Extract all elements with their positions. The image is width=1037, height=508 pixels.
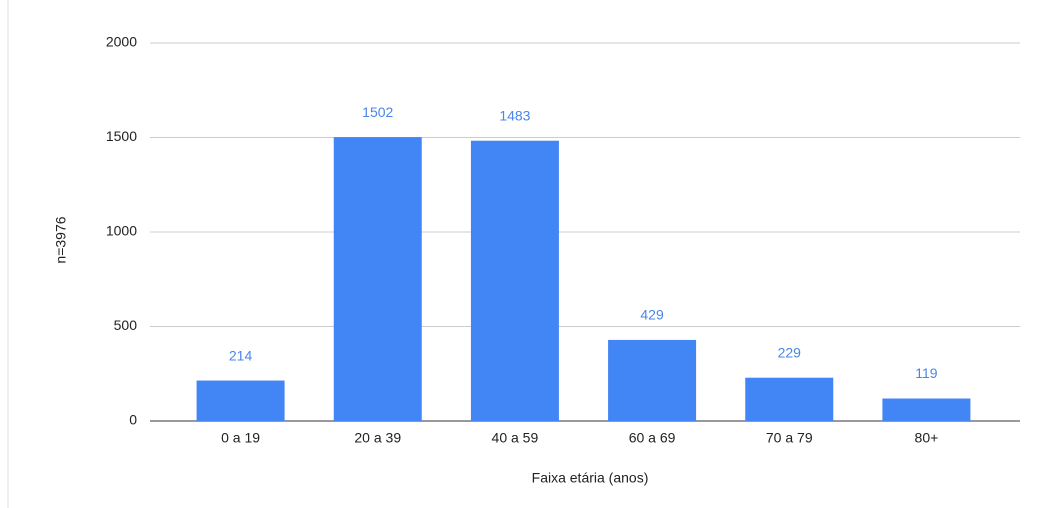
bar: [333, 137, 422, 421]
x-tick-label: 0 a 19: [221, 430, 260, 446]
bar: [196, 380, 285, 421]
y-tick-label: 1500: [106, 128, 137, 144]
value-label: 1483: [499, 107, 530, 123]
x-tick-label: 80+: [915, 430, 939, 446]
bar: [882, 398, 971, 421]
value-label: 119: [915, 365, 938, 381]
x-tick-label: 20 a 39: [354, 430, 401, 446]
y-tick-label: 1000: [106, 223, 137, 239]
y-axis-label: n=3976: [53, 216, 69, 263]
x-tick-label: 60 a 69: [629, 430, 676, 446]
value-label: 229: [778, 344, 802, 360]
y-tick-label: 2000: [106, 34, 137, 50]
value-label: 1502: [362, 104, 393, 120]
x-axis-label: Faixa etária (anos): [532, 470, 649, 486]
x-tick-label: 70 a 79: [766, 430, 813, 446]
bar: [745, 377, 834, 421]
x-tick-label: 40 a 59: [492, 430, 539, 446]
bar: [470, 140, 559, 421]
bar: [608, 339, 697, 421]
y-tick-label: 0: [129, 412, 137, 428]
y-tick-label: 500: [114, 317, 138, 333]
value-label: 429: [640, 307, 664, 323]
value-label: 214: [229, 347, 253, 363]
